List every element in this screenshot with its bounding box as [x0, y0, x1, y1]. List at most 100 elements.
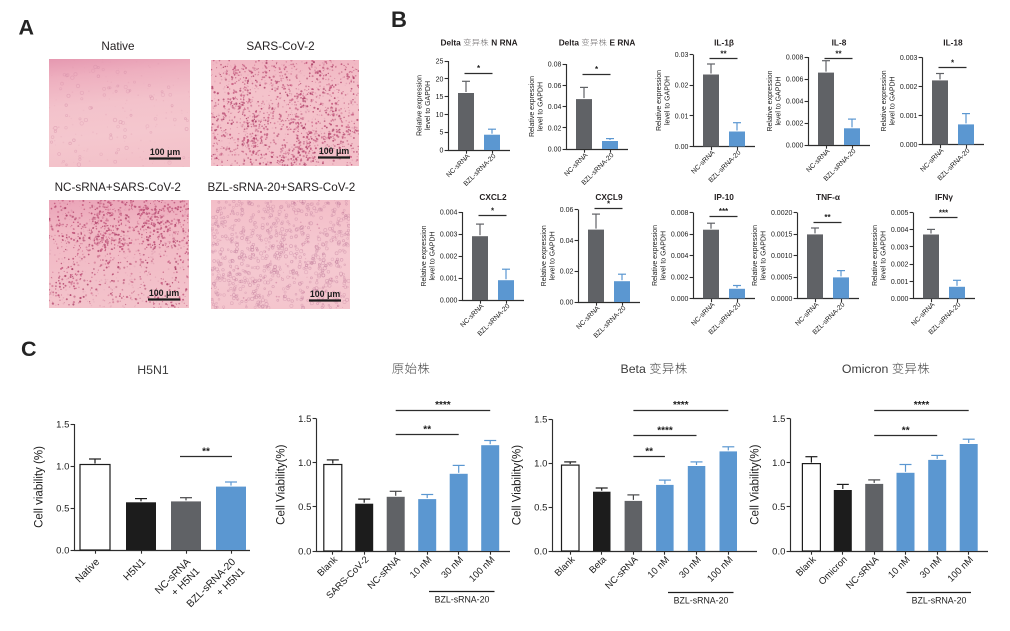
- svg-text:0.006: 0.006: [671, 232, 689, 239]
- svg-text:Cell viability (%): Cell viability (%): [34, 446, 46, 528]
- svg-text:Relative expression: Relative expression: [417, 75, 424, 136]
- svg-text:Cell Viability(%): Cell Viability(%): [276, 444, 288, 524]
- svg-text:0.004: 0.004: [891, 227, 909, 234]
- svg-text:BZL-sRNA-20+SARS-CoV-2: BZL-sRNA-20+SARS-CoV-2: [208, 181, 356, 194]
- svg-text:1.5: 1.5: [298, 414, 311, 425]
- svg-text:Relative expression: Relative expression: [541, 225, 548, 286]
- svg-text:N RNA: N RNA: [489, 38, 518, 48]
- svg-text:C: C: [21, 337, 37, 361]
- svg-text:0.5: 0.5: [56, 503, 69, 514]
- svg-text:Cell Viability(%): Cell Viability(%): [750, 444, 762, 524]
- svg-text:0.04: 0.04: [560, 238, 574, 245]
- svg-text:1.0: 1.0: [298, 458, 311, 469]
- svg-text:*: *: [595, 65, 599, 74]
- svg-text:1.0: 1.0: [772, 458, 785, 469]
- svg-text:**: **: [720, 49, 727, 58]
- svg-text:**: **: [835, 49, 842, 58]
- svg-text:0.0: 0.0: [298, 546, 311, 557]
- svg-text:****: ****: [435, 400, 451, 411]
- svg-text:Relative expression: Relative expression: [656, 70, 663, 131]
- svg-text:Delta: Delta: [559, 38, 582, 48]
- svg-text:0.01: 0.01: [675, 113, 689, 120]
- svg-text:**: **: [423, 424, 431, 435]
- svg-text:level to GAPDH: level to GAPDH: [425, 81, 432, 130]
- svg-text:0.002: 0.002: [900, 84, 918, 91]
- svg-text:0.003: 0.003: [440, 232, 458, 239]
- svg-text:0.02: 0.02: [560, 269, 574, 276]
- svg-text:IP-10: IP-10: [714, 192, 734, 202]
- svg-text:Native: Native: [101, 40, 134, 53]
- svg-text:Relative expression: Relative expression: [529, 76, 536, 137]
- svg-text:H5N1: H5N1: [137, 363, 169, 377]
- svg-text:level to GAPDH: level to GAPDH: [549, 231, 556, 280]
- svg-text:BZL-sRNA-20: BZL-sRNA-20: [674, 596, 729, 606]
- svg-text:level to GAPDH: level to GAPDH: [889, 76, 896, 125]
- svg-text:0.002: 0.002: [440, 254, 458, 261]
- svg-text:0.0020: 0.0020: [771, 210, 793, 217]
- svg-text:****: ****: [657, 425, 673, 436]
- svg-text:100 μm: 100 μm: [149, 288, 180, 298]
- svg-text:0.04: 0.04: [548, 104, 562, 111]
- svg-text:25: 25: [436, 59, 444, 66]
- svg-text:Relative expression: Relative expression: [752, 225, 759, 286]
- svg-text:Relative expression: Relative expression: [881, 70, 888, 131]
- svg-text:level to GAPDH: level to GAPDH: [537, 82, 544, 131]
- svg-text:0.002: 0.002: [671, 275, 689, 282]
- svg-text:0.001: 0.001: [891, 279, 909, 286]
- svg-text:Cell Viability(%): Cell Viability(%): [512, 445, 524, 525]
- svg-text:1.0: 1.0: [56, 461, 69, 472]
- svg-text:Relative expression: Relative expression: [767, 70, 774, 131]
- svg-text:100 μm: 100 μm: [150, 147, 181, 157]
- svg-text:Relative expression: Relative expression: [421, 225, 428, 286]
- svg-text:Beta: Beta: [621, 362, 650, 376]
- svg-text:**: **: [824, 213, 831, 222]
- svg-text:level to GAPDH: level to GAPDH: [880, 231, 887, 280]
- svg-text:*: *: [491, 206, 495, 215]
- svg-text:0.0: 0.0: [534, 546, 547, 557]
- svg-text:0.5: 0.5: [772, 502, 785, 513]
- svg-text:0.0015: 0.0015: [771, 232, 793, 239]
- svg-text:level to GAPDH: level to GAPDH: [761, 231, 768, 280]
- svg-text:***: ***: [939, 208, 949, 217]
- svg-text:CXCL9: CXCL9: [595, 192, 623, 202]
- svg-text:0.002: 0.002: [891, 262, 909, 269]
- svg-text:1.5: 1.5: [772, 414, 785, 425]
- svg-text:****: ****: [914, 400, 930, 411]
- svg-text:100 μm: 100 μm: [319, 146, 350, 156]
- svg-text:**: **: [202, 446, 210, 457]
- svg-text:0.008: 0.008: [786, 55, 804, 62]
- svg-text:5: 5: [439, 130, 443, 137]
- svg-text:B: B: [391, 7, 407, 32]
- svg-text:20: 20: [436, 76, 444, 83]
- svg-text:0.000: 0.000: [891, 296, 909, 303]
- svg-text:0.006: 0.006: [786, 77, 804, 84]
- svg-text:**: **: [645, 447, 653, 458]
- svg-text:0.00: 0.00: [675, 144, 689, 151]
- svg-text:IFNγ: IFNγ: [935, 192, 953, 202]
- svg-text:0.0: 0.0: [56, 545, 69, 556]
- svg-text:0.0010: 0.0010: [771, 253, 793, 260]
- svg-text:Omicron: Omicron: [842, 362, 892, 376]
- svg-text:0.001: 0.001: [440, 276, 458, 283]
- svg-text:0.02: 0.02: [548, 125, 562, 132]
- svg-text:0.5: 0.5: [534, 503, 547, 514]
- svg-text:10: 10: [436, 112, 444, 119]
- svg-text:level to GAPDH: level to GAPDH: [660, 231, 667, 280]
- svg-text:0.003: 0.003: [900, 55, 918, 62]
- svg-text:Relative expression: Relative expression: [872, 225, 879, 286]
- svg-text:0.004: 0.004: [786, 99, 804, 106]
- svg-text:NC-sRNA+SARS-CoV-2: NC-sRNA+SARS-CoV-2: [55, 181, 181, 194]
- svg-text:0.03: 0.03: [675, 52, 689, 59]
- svg-text:Delta: Delta: [441, 38, 464, 48]
- svg-text:0.5: 0.5: [298, 502, 311, 513]
- svg-text:0.08: 0.08: [548, 62, 562, 69]
- svg-text:0.0000: 0.0000: [771, 296, 793, 303]
- svg-text:SARS-CoV-2: SARS-CoV-2: [246, 40, 314, 53]
- svg-text:CXCL2: CXCL2: [479, 192, 507, 202]
- svg-text:0.005: 0.005: [891, 210, 909, 217]
- svg-text:0.000: 0.000: [671, 296, 689, 303]
- svg-text:****: ****: [673, 400, 689, 411]
- svg-text:0.004: 0.004: [671, 253, 689, 260]
- svg-text:0.000: 0.000: [786, 143, 804, 150]
- svg-text:**: **: [902, 425, 910, 436]
